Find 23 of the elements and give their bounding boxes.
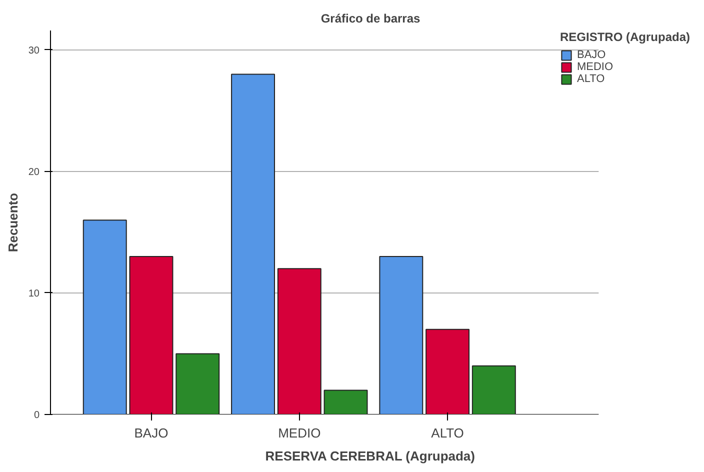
- legend-label: ALTO: [576, 73, 605, 85]
- bar: [324, 390, 368, 414]
- legend-label: MEDIO: [576, 61, 614, 73]
- x-tick-label: ALTO: [431, 426, 464, 440]
- bar: [129, 256, 174, 414]
- legend-label: BAJO: [576, 49, 606, 61]
- bar: [82, 220, 127, 414]
- bar: [277, 268, 322, 414]
- y-tick-label: 10: [28, 288, 40, 300]
- x-tick-label: MEDIO: [278, 426, 321, 440]
- bar: [426, 328, 470, 414]
- x-axis-title: RESERVA CEREBRAL (Agrupada): [265, 448, 476, 464]
- bar: [472, 365, 516, 414]
- legend-title: REGISTRO (Agrupada): [560, 30, 690, 44]
- bar: [231, 74, 275, 414]
- y-tick-label: 30: [28, 45, 40, 56]
- y-tick-label: 20: [28, 166, 40, 178]
- chart-title: Gráfico de barras: [320, 12, 421, 26]
- y-axis-title: Recuento: [5, 192, 20, 252]
- bar: [379, 256, 424, 414]
- bar: [176, 353, 220, 414]
- y-tick-label: 0: [34, 410, 40, 421]
- x-tick-label: BAJO: [134, 426, 168, 440]
